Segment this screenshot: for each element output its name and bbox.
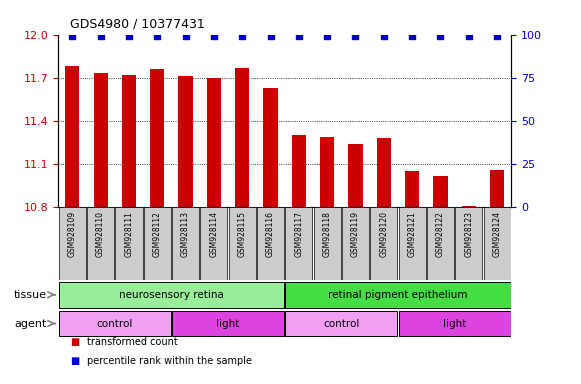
Text: GSM928110: GSM928110 xyxy=(96,211,105,257)
Text: ■: ■ xyxy=(70,356,79,366)
Text: GSM928113: GSM928113 xyxy=(181,211,190,257)
Bar xyxy=(94,73,107,207)
Bar xyxy=(207,78,221,207)
Text: retinal pigment epithelium: retinal pigment epithelium xyxy=(328,290,468,300)
Bar xyxy=(405,171,419,207)
Bar xyxy=(200,207,228,280)
Point xyxy=(407,33,417,40)
Bar xyxy=(292,135,306,207)
Bar xyxy=(263,88,278,207)
Bar xyxy=(59,311,171,336)
Text: tissue: tissue xyxy=(13,290,46,300)
Text: GSM928118: GSM928118 xyxy=(322,211,332,257)
Bar xyxy=(122,75,136,207)
Bar xyxy=(87,207,114,280)
Bar xyxy=(285,207,313,280)
Text: GSM928115: GSM928115 xyxy=(238,211,247,257)
Bar xyxy=(59,282,284,308)
Point xyxy=(124,33,134,40)
Text: GSM928121: GSM928121 xyxy=(408,211,417,257)
Point xyxy=(493,33,502,40)
Point xyxy=(153,33,162,40)
Text: GSM928117: GSM928117 xyxy=(295,211,303,257)
Point xyxy=(181,33,190,40)
Text: GSM928124: GSM928124 xyxy=(493,211,501,257)
Point xyxy=(67,33,77,40)
Bar xyxy=(228,207,256,280)
Bar xyxy=(285,311,397,336)
Text: neurosensory retina: neurosensory retina xyxy=(119,290,224,300)
Point xyxy=(379,33,389,40)
Text: GDS4980 / 10377431: GDS4980 / 10377431 xyxy=(70,18,205,31)
Bar xyxy=(399,311,511,336)
Bar xyxy=(172,311,284,336)
Point xyxy=(322,33,332,40)
Text: percentile rank within the sample: percentile rank within the sample xyxy=(87,356,252,366)
Bar xyxy=(115,207,142,280)
Point xyxy=(464,33,474,40)
Bar xyxy=(150,69,164,207)
Bar xyxy=(342,207,369,280)
Bar xyxy=(349,144,363,207)
Text: ■: ■ xyxy=(70,337,79,347)
Text: GSM928114: GSM928114 xyxy=(209,211,218,257)
Text: GSM928112: GSM928112 xyxy=(153,211,162,257)
Point xyxy=(294,33,303,40)
Point xyxy=(209,33,218,40)
Bar xyxy=(490,170,504,207)
Bar xyxy=(257,207,284,280)
Bar xyxy=(144,207,171,280)
Bar xyxy=(65,66,80,207)
Bar xyxy=(376,138,391,207)
Point xyxy=(238,33,247,40)
Bar xyxy=(314,207,341,280)
Text: transformed count: transformed count xyxy=(87,337,178,347)
Text: GSM928116: GSM928116 xyxy=(266,211,275,257)
Point xyxy=(436,33,445,40)
Bar xyxy=(462,206,476,207)
Text: GSM928109: GSM928109 xyxy=(68,211,77,257)
Text: light: light xyxy=(216,318,240,329)
Point xyxy=(96,33,105,40)
Text: GSM928123: GSM928123 xyxy=(464,211,474,257)
Point xyxy=(266,33,275,40)
Text: control: control xyxy=(323,318,360,329)
Text: control: control xyxy=(96,318,133,329)
Bar xyxy=(235,68,249,207)
Bar xyxy=(370,207,397,280)
Text: GSM928119: GSM928119 xyxy=(351,211,360,257)
Bar xyxy=(320,137,334,207)
Bar xyxy=(285,282,511,308)
Point xyxy=(351,33,360,40)
Text: GSM928122: GSM928122 xyxy=(436,211,445,257)
Text: GSM928120: GSM928120 xyxy=(379,211,388,257)
Bar xyxy=(178,76,193,207)
Bar xyxy=(399,207,426,280)
Bar xyxy=(172,207,199,280)
Text: agent: agent xyxy=(14,318,46,329)
Bar xyxy=(427,207,454,280)
Bar xyxy=(433,175,447,207)
Bar xyxy=(455,207,482,280)
Bar xyxy=(483,207,511,280)
Bar xyxy=(59,207,86,280)
Text: light: light xyxy=(443,318,467,329)
Text: GSM928111: GSM928111 xyxy=(124,211,134,257)
